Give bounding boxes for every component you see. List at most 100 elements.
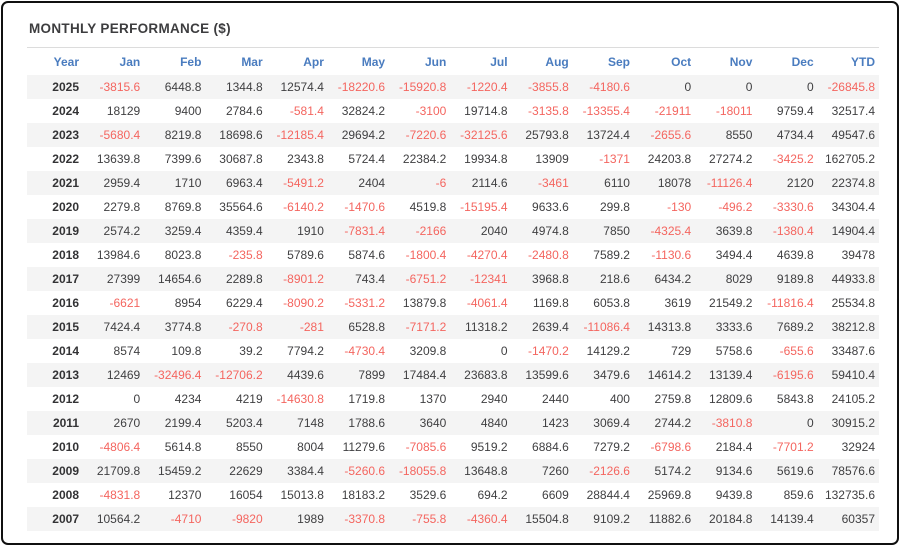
value-cell: -1220.4: [466, 80, 508, 94]
value-cell: 14614.2: [647, 368, 692, 382]
value-cell: -3815.6: [99, 80, 141, 94]
value-cell: 27399: [106, 272, 141, 286]
year-cell: 2024: [52, 104, 79, 118]
value-cell: -11126.4: [706, 176, 753, 190]
value-cell: 8219.8: [164, 128, 202, 142]
value-cell: -11816.4: [767, 296, 814, 310]
value-cell: 729: [671, 344, 692, 358]
value-cell: 7899: [358, 368, 386, 382]
table-row: 2008 -4831.8 12370 16054 15013.8 18183.2 3529.…: [27, 483, 879, 507]
value-cell: -281: [299, 320, 324, 334]
value-cell: 3479.6: [593, 368, 630, 382]
value-cell: -4325.4: [650, 224, 692, 238]
year-cell: 2020: [52, 200, 79, 214]
table-row: 2023 -5680.4 8219.8 18698.6 -12185.4 29694.2 -…: [27, 123, 879, 147]
value-cell: -14630.8: [276, 392, 324, 406]
table-row: 2014 8574 109.8 39.2 7794.2 -4730.4 3209.8 0 -14…: [27, 339, 879, 363]
value-cell: -3330.6: [772, 200, 814, 214]
value-cell: 2289.8: [225, 272, 263, 286]
year-cell: 2023: [52, 128, 79, 142]
value-cell: 3774.8: [164, 320, 202, 334]
value-cell: 12574.4: [280, 80, 324, 94]
value-cell: 6963.4: [225, 176, 263, 190]
year-cell: 2021: [52, 176, 79, 190]
value-cell: 33487.6: [831, 344, 875, 358]
value-cell: 2184.4: [715, 440, 753, 454]
value-cell: 12469: [106, 368, 141, 382]
value-cell: 24203.8: [647, 152, 692, 166]
value-cell: -4831.8: [99, 488, 141, 502]
value-cell: -8090.2: [283, 296, 324, 310]
value-cell: 9189.8: [776, 272, 814, 286]
value-cell: -3100: [415, 104, 447, 118]
value-cell: 5203.4: [225, 416, 263, 430]
value-cell: 13724.4: [586, 128, 630, 142]
value-cell: 3384.4: [287, 464, 324, 478]
value-cell: -4061.4: [466, 296, 508, 310]
table-row: 2016 -6621 8954 6229.4 -8090.2 -5331.2 13879.8…: [27, 291, 879, 315]
value-cell: 694.2: [477, 488, 508, 502]
value-cell: 13139.4: [709, 368, 753, 382]
monthly-performance-table: Year Jan Feb Mar Apr May Jun Jul Aug Sep Oct Nov Dec…: [27, 48, 879, 531]
value-cell: 6448.8: [164, 80, 202, 94]
value-cell: 23683.8: [464, 368, 508, 382]
value-cell: 6053.8: [593, 296, 630, 310]
value-cell: 14654.6: [158, 272, 202, 286]
value-cell: -1130.6: [651, 248, 692, 262]
value-cell: 35564.6: [219, 200, 263, 214]
value-cell: -1800.4: [405, 248, 447, 262]
value-cell: 7399.6: [164, 152, 202, 166]
value-cell: 13909: [535, 152, 569, 166]
value-cell: 18078: [657, 176, 692, 190]
column-header-aug: Aug: [545, 55, 569, 69]
value-cell: 0: [745, 80, 753, 94]
table-row: 2018 13984.6 8023.8 -235.8 5789.6 5874.6 -1800…: [27, 243, 879, 267]
value-cell: 5174.2: [654, 464, 692, 478]
value-cell: 14139.4: [770, 512, 814, 526]
value-cell: 6434.2: [654, 272, 692, 286]
table-row: 2010 -4806.4 5614.8 8550 8004 11279.6 -7085.6 9…: [27, 435, 879, 459]
header-row: Year Jan Feb Mar Apr May Jun Jul Aug Sep Oct Nov Dec…: [27, 48, 879, 75]
value-cell: 10564.2: [96, 512, 141, 526]
value-cell: -7831.4: [344, 224, 386, 238]
value-cell: 1719.8: [348, 392, 386, 406]
value-cell: -18055.8: [398, 464, 447, 478]
value-cell: 6229.4: [225, 296, 263, 310]
value-cell: 2744.2: [654, 416, 692, 430]
table-row: 2025 -3815.6 6448.8 1344.8 12574.4 -18220.6 -1…: [27, 75, 879, 99]
value-cell: -21911: [654, 104, 692, 118]
value-cell: 5619.6: [776, 464, 814, 478]
value-cell: 49547.6: [831, 128, 875, 142]
value-cell: -130: [667, 200, 692, 214]
value-cell: -5260.6: [344, 464, 386, 478]
value-cell: 2784.6: [225, 104, 263, 118]
value-cell: 13879.8: [402, 296, 447, 310]
value-cell: 8004: [297, 440, 324, 454]
value-cell: 3494.4: [715, 248, 753, 262]
value-cell: 18698.6: [219, 128, 263, 142]
value-cell: 0: [684, 80, 692, 94]
value-cell: 29694.2: [341, 128, 386, 142]
value-cell: -6195.6: [772, 368, 814, 382]
value-cell: 4219: [235, 392, 263, 406]
value-cell: -5680.4: [99, 128, 141, 142]
value-cell: 17484.4: [402, 368, 447, 382]
value-cell: 1370: [419, 392, 447, 406]
value-cell: 4439.6: [287, 368, 324, 382]
value-cell: 2440: [542, 392, 569, 406]
value-cell: -32496.4: [154, 368, 202, 382]
table-row: 2013 12469 -32496.4 -12706.2 4439.6 7899 17484…: [27, 363, 879, 387]
value-cell: -581.4: [289, 104, 324, 118]
column-header-oct: Oct: [671, 55, 692, 69]
value-cell: 59410.4: [831, 368, 875, 382]
value-cell: 2343.8: [287, 152, 324, 166]
value-cell: 13984.6: [96, 248, 141, 262]
column-header-apr: Apr: [303, 55, 324, 69]
column-header-sep: Sep: [607, 55, 630, 69]
value-cell: -3461: [538, 176, 569, 190]
table-row: 2019 2574.2 3259.4 4359.4 1910 -7831.4 -2166 20…: [27, 219, 879, 243]
value-cell: 3259.4: [164, 224, 202, 238]
table-row: 2021 2959.4 1710 6963.4 -5491.2 2404 -6 2114.6 -…: [27, 171, 879, 195]
value-cell: 3333.6: [715, 320, 753, 334]
value-cell: -5331.2: [344, 296, 386, 310]
